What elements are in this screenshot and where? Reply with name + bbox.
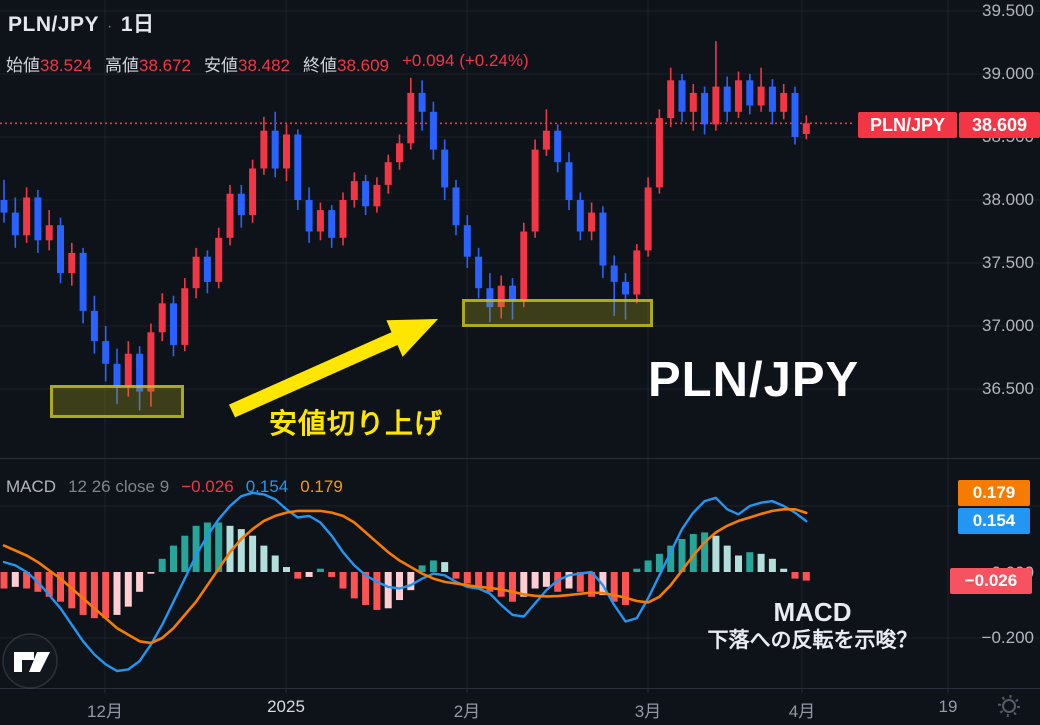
logo-glyph-v	[29, 652, 50, 672]
price-axis-tick: 36.500	[982, 379, 1034, 398]
low-readout: 安値38.482	[204, 56, 290, 75]
last-price-symbol-flag: PLN/JPY	[858, 112, 957, 138]
ohlc-readout: 始値38.524 高値38.672 安値38.482 終値38.609 +0.0…	[6, 51, 529, 76]
time-axis-label: 2025	[267, 697, 305, 716]
time-axis-label: 19	[938, 697, 958, 716]
last-price-value-flag: 38.609	[959, 112, 1040, 138]
higher-low-box-2	[462, 299, 653, 327]
symbol-name[interactable]: PLN/JPY	[8, 13, 100, 36]
macd-title[interactable]: MACD	[6, 477, 57, 496]
macd-header-row: MACD 12 26 close 9 −0.026 0.154 0.179	[6, 477, 343, 497]
price-axis-tick: 39.500	[982, 1, 1034, 20]
time-axis-label: 4月	[788, 702, 816, 721]
price-axis-tick: 37.500	[982, 253, 1034, 272]
price-axis-tick: 37.000	[982, 316, 1034, 335]
macd-line-value: 0.154	[245, 477, 289, 496]
symbol-title-row: PLN/JPY · 1日	[8, 8, 155, 38]
title-separator: ·	[107, 18, 113, 35]
time-axis-label: 12月	[87, 702, 123, 721]
tradingview-logo[interactable]	[1, 631, 61, 691]
macd-line-flag: 0.154	[958, 508, 1030, 534]
logo-glyph-bar	[14, 652, 34, 672]
symbol-watermark-annotation: PLN/JPY	[648, 353, 860, 407]
macd-note-annotation: MACD 下落への反転を示唆？	[707, 597, 918, 652]
close-readout: 終値38.609	[303, 56, 389, 75]
time-axis-label: 2月	[453, 702, 481, 721]
time-axis-label: 3月	[634, 702, 662, 721]
macd-signal-flag: 0.179	[958, 480, 1030, 506]
high-readout: 高値38.672	[105, 56, 191, 75]
open-readout: 始値38.524	[6, 56, 92, 75]
price-axis-tick: 38.000	[982, 190, 1034, 209]
price-axis-tick: 39.000	[982, 64, 1034, 83]
macd-hist-value: −0.026	[181, 477, 234, 496]
macd-hist-flag: −0.026	[950, 568, 1032, 594]
macd-params: 12 26 close 9	[68, 477, 170, 496]
logo-circle	[2, 633, 58, 689]
sun-icon[interactable]	[995, 692, 1023, 720]
higher-low-box-1	[50, 385, 184, 418]
timeframe-label[interactable]: 1日	[120, 13, 155, 36]
macd-axis-tick: −0.200	[981, 628, 1034, 647]
change-readout: +0.094 (+0.24%)	[402, 51, 529, 70]
higher-low-note: 安値切り上げ	[269, 408, 444, 439]
macd-signal-value: 0.179	[300, 477, 343, 496]
